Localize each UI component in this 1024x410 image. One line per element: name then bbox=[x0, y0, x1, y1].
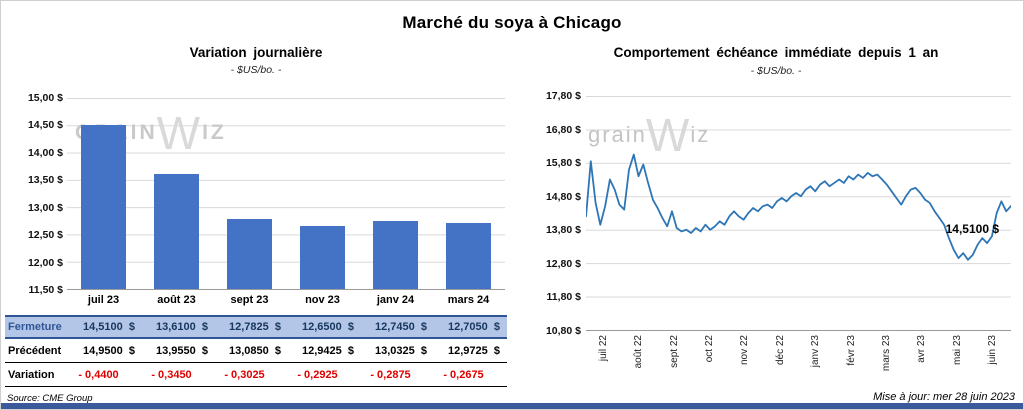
y-tick-label: 14,00 $ bbox=[27, 146, 63, 159]
table-cell: - 0,3025 bbox=[224, 368, 265, 381]
table-cell: - 0,2875 bbox=[370, 368, 411, 381]
y-tick-label: 17,80 $ bbox=[545, 90, 581, 102]
bar-slot bbox=[432, 98, 505, 289]
table-cell: 12,9725 $ bbox=[448, 344, 500, 357]
x-tick-label: oct 22 bbox=[703, 335, 715, 363]
y-tick-label: 14,80 $ bbox=[545, 190, 581, 203]
source-note: Source: CME Group bbox=[7, 393, 93, 404]
x-tick-label: nov 23 bbox=[305, 294, 340, 306]
line-chart-y-axis: 17,80 $ 16,80 $ 15,80 $ 14,80 $ 13,80 $ … bbox=[521, 89, 581, 338]
updated-note: Mise à jour: mer 28 juin 2023 bbox=[873, 391, 1015, 403]
bar bbox=[372, 221, 419, 289]
last-price-annotation: 14,5100 $ bbox=[945, 222, 999, 236]
x-tick-label: nov 22 bbox=[739, 335, 751, 366]
table-row-precedent: Précédent 14,9500 $ 13,9550 $ 13,0850 $ … bbox=[5, 339, 507, 363]
bar bbox=[299, 226, 346, 289]
bottom-accent-bar bbox=[1, 403, 1023, 409]
table-cell: - 0,2675 bbox=[443, 368, 484, 381]
y-tick-label: 16,80 $ bbox=[545, 123, 581, 136]
x-tick-label: juil 23 bbox=[87, 294, 120, 306]
table-cell: - 0,3450 bbox=[151, 368, 192, 381]
table-cell: 12,7450 $ bbox=[375, 321, 427, 333]
y-tick-label: 11,50 $ bbox=[28, 283, 63, 296]
bar-chart-y-axis: 15,00 $ 14,50 $ 14,00 $ 13,50 $ 13,00 $ … bbox=[5, 91, 63, 297]
y-tick-label: 13,80 $ bbox=[545, 224, 581, 237]
table-cell: - 0,2925 bbox=[297, 368, 338, 381]
y-tick-label: 10,80 $ bbox=[545, 324, 581, 337]
table-cell: 12,6500 $ bbox=[302, 321, 354, 333]
bar bbox=[153, 173, 200, 289]
y-tick-label: 11,80 $ bbox=[546, 291, 581, 304]
price-table: Fermeture 14,5100 $ 13,6100 $ 12,7825 $ … bbox=[5, 315, 507, 387]
x-tick-label: janv 23 bbox=[810, 335, 822, 368]
x-tick-label: août 23 bbox=[157, 294, 196, 306]
x-tick-label: sept 23 bbox=[230, 294, 269, 306]
bar bbox=[445, 223, 492, 289]
bar-series bbox=[67, 98, 505, 289]
x-tick-label: mars 24 bbox=[447, 294, 490, 306]
y-tick-label: 14,50 $ bbox=[27, 119, 63, 132]
bar bbox=[80, 124, 127, 289]
page-title: Marché du soya à Chicago bbox=[402, 13, 622, 32]
table-cell: 13,0850 $ bbox=[229, 344, 281, 357]
x-tick-label: juin 23 bbox=[987, 335, 999, 365]
y-tick-label: 13,00 $ bbox=[27, 201, 63, 214]
table-row-variation: Variation - 0,4400 - 0,3450 - 0,3025 - 0… bbox=[5, 363, 507, 387]
bar-chart-x-axis: juil 23 août 23 sept 23 nov 23 janv 24 m… bbox=[67, 294, 505, 310]
table-row-fermeture: Fermeture 14,5100 $ 13,6100 $ 12,7825 $ … bbox=[5, 315, 507, 339]
bar-slot bbox=[286, 98, 359, 289]
y-tick-label: 12,80 $ bbox=[545, 257, 581, 270]
x-tick-label: avr 23 bbox=[916, 335, 928, 363]
table-cell: 12,7825 $ bbox=[229, 321, 281, 333]
line-chart-x-axis: juil 22 août 22 sept 22 oct 22 nov 22 dé… bbox=[586, 335, 1011, 389]
table-cell: 12,7050 $ bbox=[448, 321, 500, 333]
x-tick-label: mai 23 bbox=[951, 335, 963, 366]
y-tick-label: 15,80 $ bbox=[545, 157, 581, 170]
x-tick-label: août 22 bbox=[633, 335, 645, 369]
bar-chart-plot: GRAINWIZ bbox=[67, 98, 505, 290]
table-cell: 12,9425 $ bbox=[302, 344, 354, 357]
table-cell: 14,9500 $ bbox=[83, 344, 135, 357]
x-tick-label: sept 22 bbox=[668, 335, 680, 368]
table-cell: - 0,4400 bbox=[78, 368, 119, 381]
row-label: Variation bbox=[8, 368, 55, 381]
row-label: Précédent bbox=[8, 344, 62, 357]
x-tick-label: déc 22 bbox=[774, 335, 786, 366]
bar bbox=[226, 219, 273, 289]
table-cell: 13,6100 $ bbox=[156, 321, 208, 333]
x-tick-label: mars 23 bbox=[881, 335, 893, 372]
y-tick-label: 12,00 $ bbox=[27, 256, 63, 269]
row-label: Fermeture bbox=[8, 321, 62, 333]
y-tick-label: 13,50 $ bbox=[27, 174, 63, 187]
table-cell: 14,5100 $ bbox=[83, 321, 135, 333]
bar-slot bbox=[67, 98, 140, 289]
bar-slot bbox=[140, 98, 213, 289]
price-line-series bbox=[586, 153, 1011, 261]
x-tick-label: févr 23 bbox=[845, 335, 857, 366]
bar-chart-title: Variation journalière bbox=[189, 45, 323, 60]
line-chart-subtitle: - $US/bo. - bbox=[750, 65, 802, 77]
bar-slot bbox=[213, 98, 286, 289]
x-tick-label: juil 22 bbox=[597, 335, 609, 362]
line-chart-title: Comportement échéance immédiate depuis 1… bbox=[613, 45, 939, 60]
table-cell: 13,9550 $ bbox=[156, 344, 208, 357]
table-cell: 13,0325 $ bbox=[375, 344, 427, 357]
bar-slot bbox=[359, 98, 432, 289]
y-tick-label: 12,50 $ bbox=[27, 229, 63, 242]
x-tick-label: janv 24 bbox=[376, 294, 415, 306]
y-tick-label: 15,00 $ bbox=[27, 92, 63, 104]
bar-chart-subtitle: - $US/bo. - bbox=[230, 64, 282, 76]
